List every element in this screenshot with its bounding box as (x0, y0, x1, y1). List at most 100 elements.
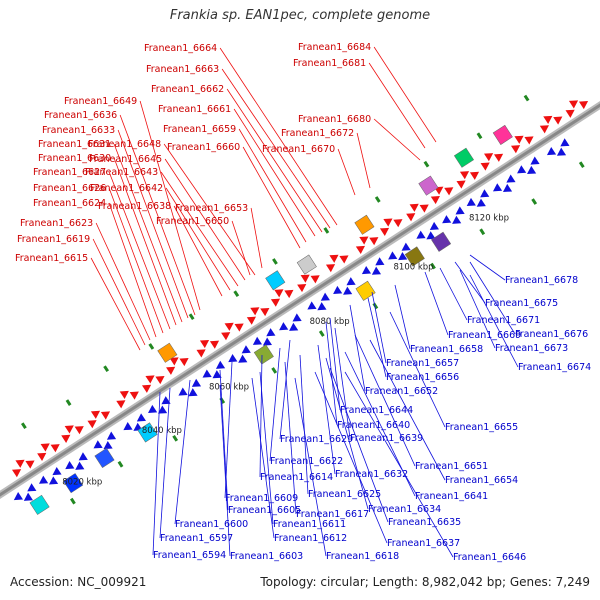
gene-box[interactable] (137, 422, 158, 443)
gene-label-Franean1_6636[interactable]: Franean1_6636 (44, 110, 117, 121)
gene-box[interactable] (431, 231, 452, 252)
gene-label-Franean1_6674[interactable]: Franean1_6674 (518, 362, 591, 373)
gene-box[interactable] (354, 214, 375, 235)
reverse-gene-arrow[interactable] (156, 405, 168, 418)
forward-gene-arrow[interactable] (300, 271, 313, 283)
forward-gene-arrow[interactable] (179, 354, 191, 367)
reverse-gene-arrow[interactable] (146, 404, 158, 417)
reverse-gene-arrow[interactable] (318, 292, 330, 305)
gene-label-Franean1_6652[interactable]: Franean1_6652 (365, 386, 438, 397)
gene-label-Franean1_6594[interactable]: Franean1_6594 (153, 550, 226, 561)
gene-label-Franean1_6642[interactable]: Franean1_6642 (90, 183, 163, 194)
reverse-gene-arrow[interactable] (504, 174, 516, 187)
reverse-gene-arrow[interactable] (21, 492, 33, 505)
forward-gene-arrow[interactable] (234, 320, 247, 332)
reverse-gene-arrow[interactable] (396, 251, 408, 264)
reverse-gene-arrow[interactable] (331, 285, 343, 298)
forward-gene-arrow[interactable] (196, 346, 208, 358)
reverse-gene-arrow[interactable] (386, 251, 398, 263)
reverse-gene-arrow[interactable] (287, 322, 299, 335)
reverse-gene-arrow[interactable] (359, 265, 372, 278)
forward-gene-arrow[interactable] (514, 132, 526, 144)
gene-label-Franean1_6625[interactable]: Franean1_6625 (308, 489, 381, 500)
forward-gene-arrow[interactable] (37, 449, 49, 461)
gene-label-Franean1_6672[interactable]: Franean1_6672 (281, 128, 354, 139)
forward-gene-arrow[interactable] (578, 97, 591, 110)
forward-gene-arrow[interactable] (543, 112, 555, 124)
forward-gene-arrow[interactable] (119, 387, 132, 399)
gene-label-Franean1_6673[interactable]: Franean1_6673 (495, 343, 568, 354)
reverse-gene-arrow[interactable] (11, 492, 23, 504)
forward-gene-arrow[interactable] (539, 121, 552, 134)
reverse-gene-arrow[interactable] (121, 422, 133, 434)
reverse-gene-arrow[interactable] (491, 183, 503, 195)
gene-label-Franean1_6605[interactable]: Franean1_6605 (228, 505, 301, 516)
gene-box[interactable] (94, 447, 115, 468)
reverse-gene-arrow[interactable] (450, 215, 462, 228)
forward-gene-arrow[interactable] (166, 363, 178, 375)
forward-gene-arrow[interactable] (87, 416, 99, 429)
forward-gene-arrow[interactable] (553, 113, 565, 125)
gene-label-Franean1_6651[interactable]: Franean1_6651 (415, 461, 488, 472)
forward-gene-arrow[interactable] (199, 336, 212, 349)
forward-gene-arrow[interactable] (383, 215, 395, 227)
reverse-gene-arrow[interactable] (290, 313, 302, 325)
forward-gene-arrow[interactable] (325, 260, 338, 273)
gene-label-Franean1_6630[interactable]: Franean1_6630 (38, 153, 111, 164)
forward-gene-arrow[interactable] (297, 280, 309, 293)
gene-label-Franean1_6637[interactable]: Franean1_6637 (387, 538, 460, 549)
forward-gene-arrow[interactable] (250, 304, 262, 316)
gene-label-Franean1_6627[interactable]: Franean1_6627 (33, 167, 106, 178)
gene-label-Franean1_6669[interactable]: Franean1_6669 (448, 330, 521, 341)
gene-label-Franean1_6643[interactable]: Franean1_6643 (85, 167, 158, 178)
reverse-gene-arrow[interactable] (528, 156, 540, 169)
gene-box[interactable] (29, 494, 50, 515)
gene-label-Franean1_6659[interactable]: Franean1_6659 (163, 124, 236, 135)
reverse-gene-arrow[interactable] (134, 413, 146, 425)
forward-gene-arrow[interactable] (74, 422, 87, 435)
gene-label-Franean1_6611[interactable]: Franean1_6611 (273, 519, 346, 530)
gene-box[interactable] (296, 254, 317, 275)
gene-label-Franean1_6624[interactable]: Franean1_6624 (33, 198, 106, 209)
reverse-gene-arrow[interactable] (305, 301, 317, 313)
forward-gene-arrow[interactable] (209, 337, 222, 349)
gene-label-Franean1_6648[interactable]: Franean1_6648 (88, 139, 161, 150)
gene-label-Franean1_6623[interactable]: Franean1_6623 (20, 218, 93, 229)
gene-label-Franean1_6618[interactable]: Franean1_6618 (326, 551, 399, 562)
reverse-gene-arrow[interactable] (264, 328, 276, 340)
gene-label-Franean1_6633[interactable]: Franean1_6633 (42, 125, 115, 136)
forward-gene-arrow[interactable] (406, 209, 418, 222)
gene-label-Franean1_6646[interactable]: Franean1_6646 (453, 552, 526, 563)
forward-gene-arrow[interactable] (100, 408, 113, 420)
gene-label-Franean1_6681[interactable]: Franean1_6681 (293, 58, 366, 69)
forward-gene-arrow[interactable] (568, 97, 581, 109)
gene-box[interactable] (253, 344, 274, 365)
gene-label-Franean1_6676[interactable]: Franean1_6676 (515, 329, 588, 340)
gene-label-Franean1_6656[interactable]: Franean1_6656 (386, 372, 459, 383)
forward-gene-arrow[interactable] (260, 304, 272, 317)
reverse-gene-arrow[interactable] (50, 466, 62, 479)
gene-box[interactable] (404, 246, 425, 267)
forward-gene-arrow[interactable] (510, 141, 523, 154)
reverse-gene-arrow[interactable] (373, 257, 385, 269)
reverse-gene-arrow[interactable] (239, 345, 251, 357)
gene-label-Franean1_6684[interactable]: Franean1_6684 (298, 42, 371, 53)
forward-gene-arrow[interactable] (339, 252, 351, 264)
forward-gene-arrow[interactable] (480, 159, 493, 171)
forward-gene-arrow[interactable] (169, 354, 181, 366)
reverse-gene-arrow[interactable] (37, 475, 49, 488)
forward-gene-arrow[interactable] (459, 167, 472, 180)
reverse-gene-arrow[interactable] (250, 336, 263, 349)
gene-label-Franean1_6675[interactable]: Franean1_6675 (485, 298, 558, 309)
gene-label-Franean1_6661[interactable]: Franean1_6661 (158, 104, 231, 115)
reverse-gene-arrow[interactable] (176, 387, 188, 399)
forward-gene-arrow[interactable] (270, 295, 283, 307)
forward-gene-arrow[interactable] (155, 372, 167, 385)
reverse-gene-arrow[interactable] (277, 322, 289, 334)
reverse-gene-arrow[interactable] (478, 189, 490, 201)
forward-gene-arrow[interactable] (246, 313, 259, 325)
gene-label-Franean1_6653[interactable]: Franean1_6653 (175, 203, 248, 214)
forward-gene-arrow[interactable] (483, 149, 496, 162)
gene-label-Franean1_6629[interactable]: Franean1_6629 (280, 434, 353, 445)
forward-gene-arrow[interactable] (90, 407, 103, 419)
